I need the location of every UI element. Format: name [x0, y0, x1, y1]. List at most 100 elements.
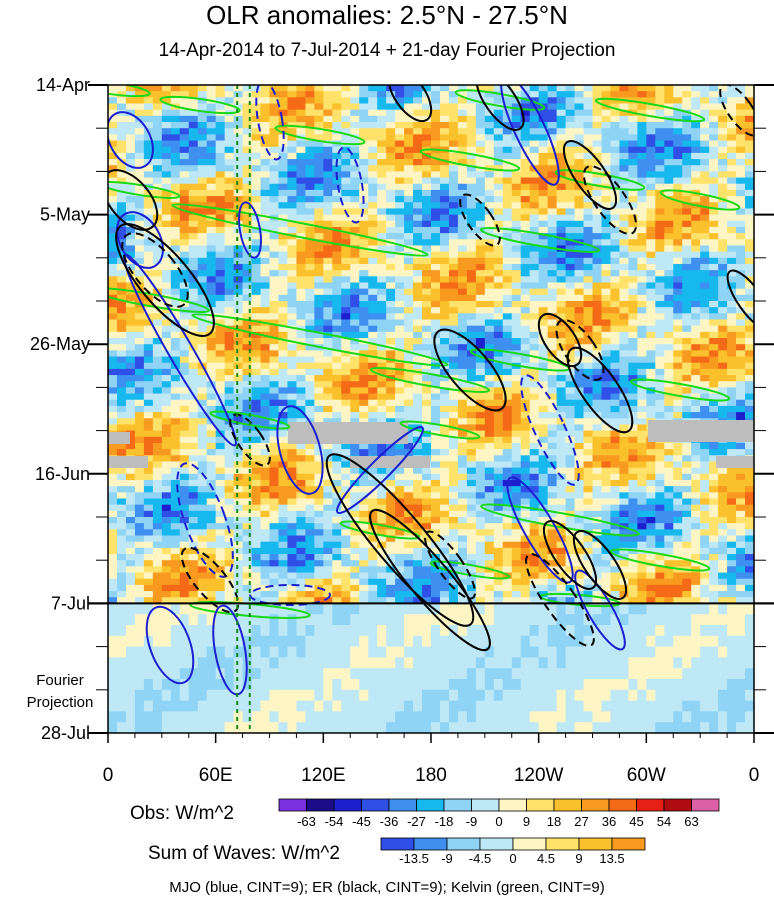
colorbar-tick-label: -54	[325, 814, 344, 829]
colorbar-box	[691, 798, 720, 812]
missing-data	[716, 456, 754, 468]
mjo-contour	[335, 146, 365, 224]
colorbar-box	[278, 798, 307, 812]
colorbar-box	[333, 798, 362, 812]
colorbar-tick-label: 0	[509, 851, 516, 866]
contour-legend: MJO (blue, CINT=9); ER (black, CINT=9); …	[169, 879, 605, 896]
chart-subtitle: 14-Apr-2014 to 7-Jul-2014 + 21-day Fouri…	[158, 40, 616, 61]
colorbar-tick-label: -63	[297, 814, 316, 829]
er-contour	[525, 553, 595, 647]
kelvin-contour	[159, 95, 241, 115]
er-contour	[180, 546, 240, 614]
er-contour	[325, 453, 475, 627]
colorbar-box	[512, 837, 547, 851]
colorbar-tick-label: 27	[574, 814, 588, 829]
colorbar-tick-label: -4.5	[469, 851, 491, 866]
er-contour	[229, 413, 271, 467]
kelvin-contour	[609, 548, 711, 572]
er-contour	[562, 140, 618, 210]
colorbar-box	[306, 798, 335, 812]
y-tick-label: 7-Jul	[51, 593, 90, 613]
kelvin-contour	[108, 181, 181, 199]
er-contour	[719, 85, 754, 137]
colorbar-tick-label: 9	[523, 814, 530, 829]
mjo-contour	[520, 374, 580, 486]
x-tick-label: 0	[103, 765, 114, 786]
colorbar-tick-label: -9	[466, 814, 478, 829]
colorbar-tick-label: -13.5	[399, 851, 429, 866]
kelvin-contour	[594, 97, 706, 123]
mjo-contour	[335, 425, 425, 515]
kelvin-contour	[339, 520, 421, 540]
mjo-contour	[249, 584, 331, 606]
colorbar-tick-label: 4.5	[537, 851, 555, 866]
y-tick-label: 14-Apr	[36, 75, 90, 95]
kelvin-contour	[629, 378, 731, 402]
colorbar-box	[578, 837, 613, 851]
colorbar-tick-label: 18	[547, 814, 561, 829]
er-contour	[572, 530, 628, 600]
er-contour	[726, 269, 754, 331]
colorbar-tick-label: 45	[629, 814, 643, 829]
colorbar-box	[471, 798, 500, 812]
mjo-contour	[276, 405, 324, 495]
kelvin-contour	[191, 313, 449, 367]
kelvin-contour	[479, 227, 601, 253]
y-tick-label: 16-Jun	[35, 464, 90, 484]
mjo-contour	[500, 85, 560, 186]
waves-colorbar: -13.5 -9 -4.5 0 4.5 9 13.5	[380, 837, 646, 866]
kelvin-contour	[171, 203, 429, 257]
waves-colorbar-label: Sum of Waves: W/m^2	[148, 843, 340, 864]
colorbar-box	[608, 798, 637, 812]
wave-contours	[108, 85, 754, 733]
mjo-contour	[116, 211, 164, 269]
y-tick-label: 26-May	[30, 334, 90, 354]
kelvin-contour	[454, 89, 546, 111]
er-contour	[369, 508, 491, 652]
colorbar-box	[553, 798, 582, 812]
mjo-contour	[145, 605, 195, 685]
colorbar-box	[443, 798, 472, 812]
kelvin-contour	[108, 85, 151, 98]
colorbar-box	[446, 837, 481, 851]
kelvin-contour	[554, 169, 646, 191]
missing-data	[108, 432, 130, 444]
er-contour	[582, 165, 638, 235]
kelvin-contour	[369, 367, 491, 393]
colorbar-box	[526, 798, 555, 812]
mjo-contour	[108, 111, 154, 169]
colorbar-box	[380, 837, 415, 851]
colorbar-tick-label: -9	[441, 851, 453, 866]
colorbar-box	[479, 837, 514, 851]
chart-title: OLR anomalies: 2.5°N - 27.5°N	[206, 0, 568, 30]
colorbar-box	[416, 798, 445, 812]
colorbar-tick-label: 36	[602, 814, 616, 829]
olr-heatmap	[108, 85, 754, 733]
colorbar-tick-label: 54	[657, 814, 671, 829]
er-contour	[566, 346, 634, 434]
er-contour	[424, 530, 476, 600]
missing-data	[648, 420, 754, 442]
colorbar-box	[611, 837, 646, 851]
x-tick-label: 0	[749, 765, 760, 786]
missing-data	[108, 456, 148, 468]
colorbar-tick-label: -27	[407, 814, 426, 829]
colorbar-tick-label: 9	[575, 851, 582, 866]
colorbar-box	[545, 837, 580, 851]
colorbar-box	[581, 798, 610, 812]
kelvin-contour	[659, 189, 741, 211]
colorbar-tick-label: 63	[684, 814, 698, 829]
kelvin-contour	[274, 124, 366, 146]
mjo-contour	[506, 476, 574, 584]
y-tick-label: 28-Jul	[41, 723, 90, 743]
axes: 14-Apr 5-May 26-May 16-Jun 7-Jul 28-Jul 0 60E 12…	[30, 75, 774, 786]
kelvin-contour	[108, 287, 211, 313]
x-tick-label: 120E	[301, 765, 345, 786]
er-contour	[459, 193, 501, 247]
kelvin-contour	[399, 420, 481, 440]
obs-colorbar: -63 -54 -45 -36 -27 -18 -9 0 9 18 27 36 45 54 63	[278, 798, 720, 829]
x-tick-label: 180	[415, 765, 447, 786]
kelvin-contour	[419, 148, 521, 172]
obs-colorbar-label: Obs: W/m^2	[130, 803, 234, 824]
